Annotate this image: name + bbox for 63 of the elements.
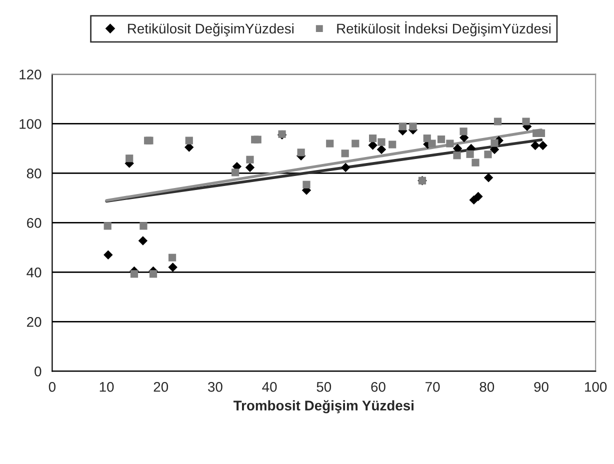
x-tick-label: 0 <box>48 382 56 392</box>
point <box>254 136 262 144</box>
y-tick-label: 40 <box>26 268 42 278</box>
x-tick-label: 60 <box>371 382 386 392</box>
y-tick-label: 120 <box>20 70 42 80</box>
point <box>245 162 255 172</box>
point <box>460 128 468 136</box>
y-tick-label: 80 <box>26 168 42 178</box>
point <box>522 118 530 126</box>
point <box>341 150 349 158</box>
point <box>352 140 360 148</box>
point <box>472 158 480 166</box>
point <box>428 140 436 148</box>
x-tick-label: 20 <box>154 382 168 392</box>
point <box>494 118 502 126</box>
point <box>302 180 310 188</box>
point <box>474 192 483 202</box>
point <box>388 140 396 148</box>
point <box>368 134 377 142</box>
x-axis-title: Trombosit Değişim Yüzdesi <box>233 400 414 414</box>
point <box>484 173 494 182</box>
legend-label: Retikülosit DeğişimYüzdesi <box>128 23 294 36</box>
x-tick-label: 70 <box>426 382 440 392</box>
legend-label: Retikülosit İndeksi DeğişimYüzdesi <box>337 21 550 36</box>
point <box>538 140 548 150</box>
point <box>246 156 254 164</box>
y-tick-label: 60 <box>27 218 42 228</box>
point <box>398 122 406 130</box>
point <box>126 154 134 162</box>
point <box>168 262 178 272</box>
point <box>446 140 454 148</box>
point <box>453 152 461 160</box>
point <box>138 236 148 246</box>
point <box>341 162 350 172</box>
x-tick-label: 30 <box>208 382 222 392</box>
x-tick-label: 10 <box>100 382 114 392</box>
point <box>130 270 138 278</box>
point <box>437 136 446 144</box>
y-tick-label: 0 <box>34 366 42 376</box>
point <box>326 140 334 148</box>
point <box>466 150 474 158</box>
x-tick-label: 40 <box>262 382 277 392</box>
point <box>140 222 148 230</box>
point <box>232 168 240 176</box>
point <box>378 138 386 146</box>
x-tick-label: 50 <box>316 382 332 392</box>
point <box>452 144 462 154</box>
point <box>376 144 386 154</box>
point <box>104 250 113 260</box>
point <box>185 136 193 144</box>
point <box>168 254 176 262</box>
point <box>484 150 492 158</box>
point <box>490 139 498 147</box>
point <box>530 140 540 150</box>
x-tick-label: 80 <box>480 382 494 392</box>
x-tick-label: 100 <box>585 382 607 392</box>
y-tick-label: 20 <box>27 317 42 327</box>
point <box>104 222 112 230</box>
point <box>409 122 417 130</box>
point <box>297 148 305 156</box>
x-tick-label: 90 <box>534 382 548 392</box>
y-tick-label: 100 <box>20 119 42 129</box>
point <box>149 270 158 278</box>
